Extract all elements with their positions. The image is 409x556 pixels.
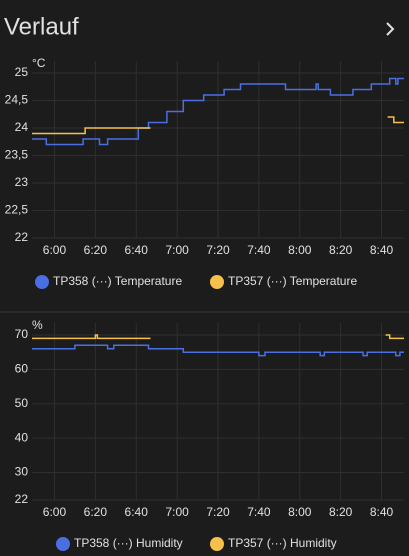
card-title: Verlauf xyxy=(4,13,79,40)
x-tick-label: 7:20 xyxy=(206,505,230,519)
x-tick-label: 7:00 xyxy=(165,243,189,257)
unit-label: °C xyxy=(32,56,46,70)
unit-label: % xyxy=(32,318,43,332)
y-tick-label: 30 xyxy=(15,465,29,479)
y-tick-label: 23,5 xyxy=(5,148,29,162)
x-tick-label: 8:00 xyxy=(288,243,312,257)
x-tick-label: 6:40 xyxy=(125,505,149,519)
x-tick-label: 7:20 xyxy=(206,243,230,257)
y-tick-label: 50 xyxy=(15,396,29,410)
x-tick-label: 7:40 xyxy=(247,243,271,257)
series-line xyxy=(32,77,404,146)
y-tick-label: 22 xyxy=(15,492,29,506)
legend-label[interactable]: TP357 (···) Temperature xyxy=(228,274,357,288)
legend-swatch xyxy=(210,537,224,551)
legend-label[interactable]: TP358 (···) Humidity xyxy=(74,536,183,550)
x-tick-label: 7:00 xyxy=(165,505,189,519)
y-tick-label: 40 xyxy=(15,430,29,444)
y-tick-label: 24 xyxy=(15,120,29,134)
y-tick-label: 70 xyxy=(15,327,29,341)
legend-label[interactable]: TP357 (···) Humidity xyxy=(228,536,337,550)
series-line xyxy=(32,116,404,135)
x-tick-label: 8:20 xyxy=(329,243,353,257)
more-chevron[interactable] xyxy=(386,22,395,36)
x-tick-label: 8:40 xyxy=(370,505,394,519)
y-tick-label: 60 xyxy=(15,362,29,376)
x-tick-label: 6:00 xyxy=(43,505,67,519)
y-tick-label: 22,5 xyxy=(5,203,29,217)
legend-swatch xyxy=(35,275,49,289)
x-tick-label: 6:00 xyxy=(43,243,67,257)
x-tick-label: 6:20 xyxy=(84,243,108,257)
x-tick-label: 8:20 xyxy=(329,505,353,519)
x-tick-label: 6:40 xyxy=(125,243,149,257)
legend-label[interactable]: TP358 (···) Temperature xyxy=(53,274,182,288)
x-tick-label: 6:20 xyxy=(84,505,108,519)
x-tick-label: 7:40 xyxy=(247,505,271,519)
y-tick-label: 23 xyxy=(15,175,29,189)
y-tick-label: 24,5 xyxy=(5,93,29,107)
x-tick-label: 8:40 xyxy=(370,243,394,257)
series-line xyxy=(32,344,404,357)
legend-swatch xyxy=(210,275,224,289)
legend-swatch xyxy=(56,537,70,551)
y-tick-label: 25 xyxy=(15,65,29,79)
y-tick-label: 22 xyxy=(15,230,29,244)
x-tick-label: 8:00 xyxy=(288,505,312,519)
series-line xyxy=(32,334,404,340)
